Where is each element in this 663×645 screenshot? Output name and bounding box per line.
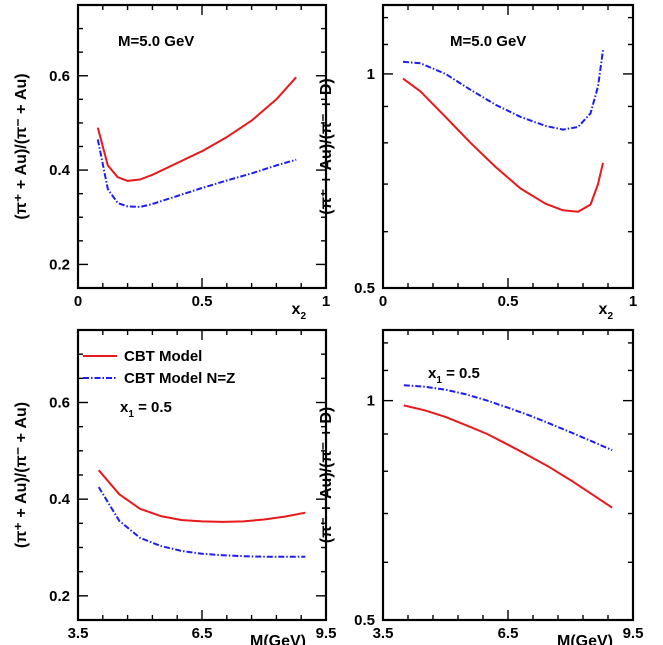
x-tick-label: 1: [322, 293, 330, 310]
x-tick-label: 3.5: [373, 625, 394, 642]
panel-top-left: 0 0.5 1 0.2 0.4 0.6 x2 (π⁺ + Au)/(π⁻ + Au): [13, 3, 330, 322]
y-axis-label: (π⁻ + Au)/(π⁻ + D): [318, 407, 335, 544]
y-tick-label: 0.2: [49, 256, 70, 273]
y-tick-label: 0.6: [49, 68, 70, 85]
x-axis-label: x2: [599, 301, 614, 322]
annotation-mass-top-left: M=5.0 GeV: [118, 33, 194, 50]
panel-bottom-left: 3.5 6.5 9.5 0.2 0.4 0.6 M(GeV) (π⁺ + Au)/(π⁻ + …: [13, 328, 337, 645]
annotation-x1-value-right: = 0.5: [442, 365, 480, 382]
series-line-cbt: [403, 404, 613, 509]
legend: CBT Model CBT Model N=Z: [83, 348, 235, 387]
x-tick-label: 0.5: [498, 293, 519, 310]
x-tick-label: 6.5: [192, 625, 213, 642]
x-tick-label: 1: [629, 293, 637, 310]
y-tick-label: 1: [367, 393, 375, 410]
x-tick-label: 0: [379, 293, 387, 310]
annotation-x1-subscript-right: 1: [436, 375, 442, 386]
y-tick-label: 0.5: [354, 612, 375, 629]
series-line-cbt-nz: [403, 384, 613, 452]
series-line-cbt: [402, 77, 604, 213]
annotation-mass-top-right: M=5.0 GeV: [450, 33, 526, 50]
annotation-x1-symbol: x: [120, 399, 129, 416]
annotation-x1-value: = 0.5: [134, 399, 172, 416]
series-line-cbt-nz: [96, 139, 297, 208]
x-tick-label: 6.5: [498, 625, 519, 642]
series-line-cbt-nz: [402, 49, 604, 131]
x-axis-label: M(GeV): [557, 633, 613, 645]
legend-label-cbt: CBT Model: [124, 348, 202, 365]
annotation-x1-bottom-left: x1 = 0.5: [120, 399, 172, 420]
y-axis-label: (π⁺ + Au)/(π⁻ + Au): [13, 402, 30, 548]
x-tick-label: 9.5: [623, 625, 644, 642]
plot-frame: [381, 328, 635, 622]
legend-label-cbt-nz: CBT Model N=Z: [124, 370, 235, 387]
x-tick-label: 0: [74, 293, 82, 310]
y-tick-label: 0.4: [49, 491, 71, 508]
x-tick-label: 0.5: [192, 293, 213, 310]
panel-bottom-right: 3.5 6.5 9.5 0.5 1 M(GeV) (π⁻ + Au)/(π⁻ + D): [318, 328, 644, 645]
series-line-cbt: [96, 76, 297, 182]
annotation-x1-subscript: 1: [128, 409, 134, 420]
x-axis-label: M(GeV): [250, 633, 306, 645]
y-tick-label: 1: [367, 66, 375, 83]
series-line-cbt: [97, 469, 306, 523]
y-tick-label: 0.2: [49, 588, 70, 605]
y-tick-label: 0.5: [354, 280, 375, 297]
x-tick-label: 3.5: [68, 625, 89, 642]
x-tick-label: 9.5: [316, 625, 337, 642]
y-tick-label: 0.6: [49, 395, 70, 412]
y-tick-label: 0.4: [49, 162, 71, 179]
plot-frame: [76, 3, 328, 290]
y-axis-label: (π⁺ + Au)/(π⁻ + Au): [13, 73, 30, 219]
y-axis-label: (π⁻ + Au)/(π⁻ + D): [318, 78, 335, 215]
x-axis-label: x2: [292, 301, 307, 322]
series-line-cbt-nz: [97, 486, 306, 558]
annotation-x1-symbol-right: x: [428, 365, 437, 382]
annotation-x1-bottom-right: x1 = 0.5: [428, 365, 480, 386]
